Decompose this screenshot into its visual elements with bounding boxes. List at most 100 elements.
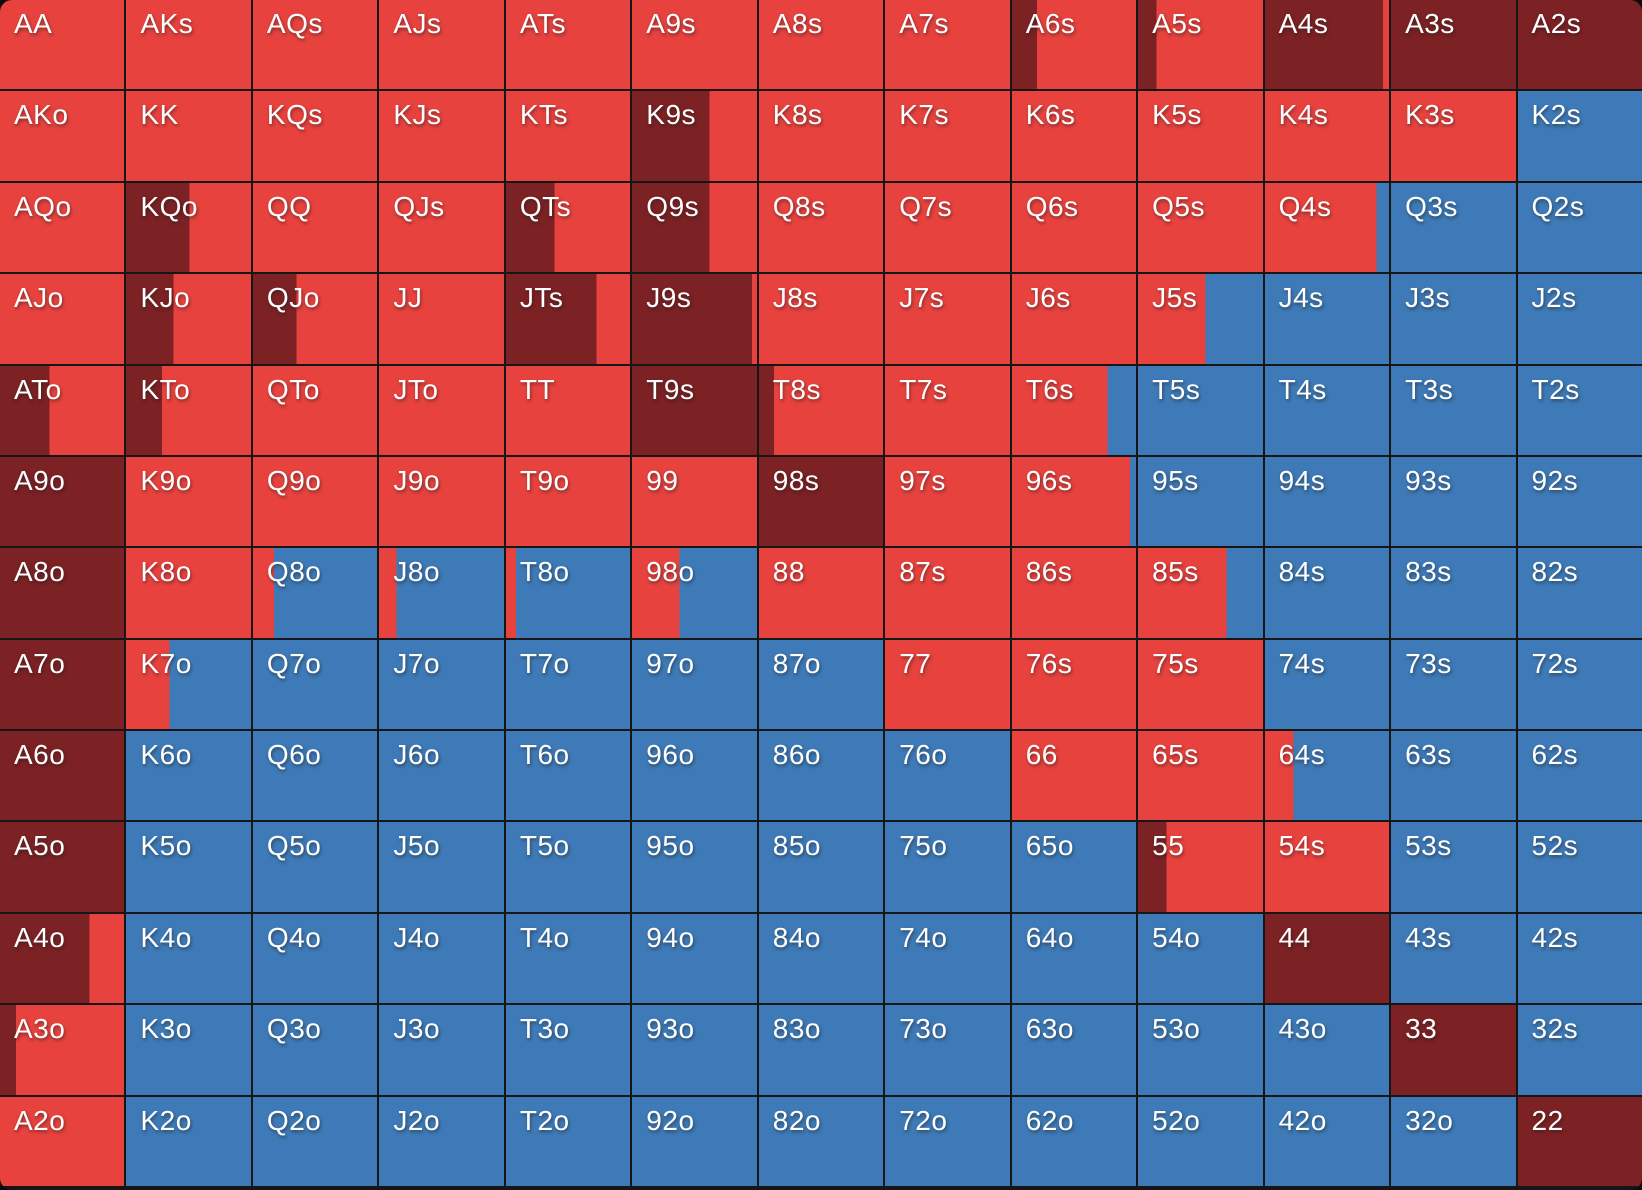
hand-cell[interactable]: QJo: [252, 274, 378, 364]
hand-cell[interactable]: 53o: [1138, 1005, 1263, 1095]
hand-cell[interactable]: 73o: [885, 1005, 1010, 1095]
hand-cell[interactable]: AJs: [379, 0, 504, 90]
hand-cell[interactable]: K7o: [126, 639, 251, 730]
hand-cell[interactable]: ATs: [505, 0, 631, 90]
hand-cell[interactable]: K2o: [126, 1096, 251, 1186]
hand-cell[interactable]: Q9s: [632, 182, 757, 273]
hand-cell[interactable]: 54s: [1264, 822, 1390, 912]
hand-cell[interactable]: 82o: [758, 1096, 884, 1186]
hand-cell[interactable]: T5o: [505, 822, 631, 912]
hand-cell[interactable]: 86o: [758, 731, 884, 821]
hand-cell[interactable]: K5s: [1138, 91, 1263, 181]
hand-cell[interactable]: J7o: [379, 639, 504, 730]
hand-cell[interactable]: T4o: [505, 913, 631, 1004]
hand-cell[interactable]: T3o: [505, 1005, 631, 1095]
hand-cell[interactable]: KJs: [379, 91, 504, 181]
hand-cell[interactable]: 83s: [1391, 548, 1516, 638]
hand-cell[interactable]: A4o: [0, 913, 125, 1004]
hand-cell[interactable]: 97o: [632, 639, 757, 730]
hand-cell[interactable]: 86s: [1011, 548, 1137, 638]
hand-cell[interactable]: T2o: [505, 1096, 631, 1186]
hand-cell[interactable]: J5o: [379, 822, 504, 912]
hand-cell[interactable]: K5o: [126, 822, 251, 912]
hand-cell[interactable]: KJo: [126, 274, 251, 364]
hand-cell[interactable]: Q7s: [885, 182, 1010, 273]
hand-cell[interactable]: K3o: [126, 1005, 251, 1095]
hand-cell[interactable]: A9o: [0, 456, 125, 547]
hand-cell[interactable]: 66: [1011, 731, 1137, 821]
hand-cell[interactable]: 87o: [758, 639, 884, 730]
hand-cell[interactable]: 53s: [1391, 822, 1516, 912]
hand-cell[interactable]: Q8s: [758, 182, 884, 273]
hand-cell[interactable]: K2s: [1517, 91, 1642, 181]
hand-cell[interactable]: 76o: [885, 731, 1010, 821]
hand-cell[interactable]: 96o: [632, 731, 757, 821]
hand-cell[interactable]: K8s: [758, 91, 884, 181]
hand-cell[interactable]: 98s: [758, 456, 884, 547]
hand-cell[interactable]: KTo: [126, 365, 251, 455]
hand-cell[interactable]: 43s: [1391, 913, 1516, 1004]
hand-cell[interactable]: 65s: [1138, 731, 1263, 821]
hand-cell[interactable]: T7o: [505, 639, 631, 730]
hand-cell[interactable]: 93s: [1391, 456, 1516, 547]
hand-cell[interactable]: Q3s: [1391, 182, 1516, 273]
hand-cell[interactable]: KQo: [126, 182, 251, 273]
hand-cell[interactable]: J3o: [379, 1005, 504, 1095]
hand-cell[interactable]: K9s: [632, 91, 757, 181]
hand-cell[interactable]: 95s: [1138, 456, 1263, 547]
hand-cell[interactable]: Q7o: [252, 639, 378, 730]
hand-cell[interactable]: 94o: [632, 913, 757, 1004]
hand-cell[interactable]: 63o: [1011, 1005, 1137, 1095]
hand-cell[interactable]: 95o: [632, 822, 757, 912]
hand-cell[interactable]: T2s: [1517, 365, 1642, 455]
hand-cell[interactable]: 72s: [1517, 639, 1642, 730]
hand-cell[interactable]: J7s: [885, 274, 1010, 364]
hand-cell[interactable]: AKs: [126, 0, 251, 90]
hand-cell[interactable]: 83o: [758, 1005, 884, 1095]
hand-cell[interactable]: A2s: [1517, 0, 1642, 90]
hand-cell[interactable]: AQo: [0, 182, 125, 273]
hand-cell[interactable]: Q5s: [1138, 182, 1263, 273]
hand-cell[interactable]: A8s: [758, 0, 884, 90]
hand-cell[interactable]: 96s: [1011, 456, 1137, 547]
hand-cell[interactable]: A6o: [0, 731, 125, 821]
hand-cell[interactable]: J2s: [1517, 274, 1642, 364]
hand-cell[interactable]: T4s: [1264, 365, 1390, 455]
hand-cell[interactable]: 77: [885, 639, 1010, 730]
hand-cell[interactable]: J5s: [1138, 274, 1263, 364]
hand-cell[interactable]: A3o: [0, 1005, 125, 1095]
hand-cell[interactable]: Q5o: [252, 822, 378, 912]
hand-cell[interactable]: Q8o: [252, 548, 378, 638]
hand-cell[interactable]: QTo: [252, 365, 378, 455]
hand-cell[interactable]: Q6o: [252, 731, 378, 821]
hand-cell[interactable]: T7s: [885, 365, 1010, 455]
hand-cell[interactable]: AKo: [0, 91, 125, 181]
hand-cell[interactable]: Q6s: [1011, 182, 1137, 273]
hand-cell[interactable]: T6s: [1011, 365, 1137, 455]
hand-cell[interactable]: J2o: [379, 1096, 504, 1186]
hand-cell[interactable]: J6o: [379, 731, 504, 821]
hand-cell[interactable]: 62o: [1011, 1096, 1137, 1186]
hand-cell[interactable]: Q4o: [252, 913, 378, 1004]
hand-cell[interactable]: 63s: [1391, 731, 1516, 821]
hand-cell[interactable]: K6s: [1011, 91, 1137, 181]
hand-cell[interactable]: JTo: [379, 365, 504, 455]
hand-cell[interactable]: ATo: [0, 365, 125, 455]
hand-cell[interactable]: 92s: [1517, 456, 1642, 547]
hand-cell[interactable]: 72o: [885, 1096, 1010, 1186]
hand-cell[interactable]: J4s: [1264, 274, 1390, 364]
hand-cell[interactable]: 44: [1264, 913, 1390, 1004]
hand-cell[interactable]: 32o: [1391, 1096, 1516, 1186]
hand-cell[interactable]: A3s: [1391, 0, 1516, 90]
hand-cell[interactable]: K3s: [1391, 91, 1516, 181]
hand-cell[interactable]: 52s: [1517, 822, 1642, 912]
hand-cell[interactable]: QJs: [379, 182, 504, 273]
hand-cell[interactable]: 42s: [1517, 913, 1642, 1004]
hand-cell[interactable]: 32s: [1517, 1005, 1642, 1095]
hand-cell[interactable]: Q4s: [1264, 182, 1390, 273]
hand-cell[interactable]: Q3o: [252, 1005, 378, 1095]
hand-cell[interactable]: J8s: [758, 274, 884, 364]
hand-cell[interactable]: 82s: [1517, 548, 1642, 638]
hand-cell[interactable]: J9o: [379, 456, 504, 547]
hand-cell[interactable]: J3s: [1391, 274, 1516, 364]
